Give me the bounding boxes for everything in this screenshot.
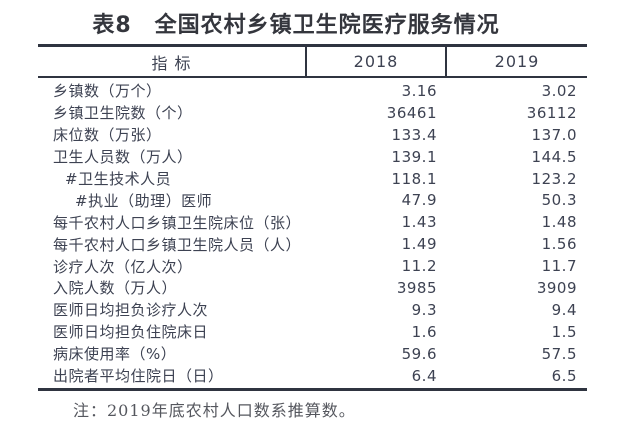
table-row: 每千农村人口乡镇卫生院床位（张） 1.43 1.48 bbox=[38, 211, 587, 233]
row-value-2018: 11.2 bbox=[401, 257, 437, 276]
row-value-2019: 6.5 bbox=[551, 366, 577, 385]
row-value-2018: 36461 bbox=[386, 103, 437, 122]
table-header-row: 指 标 2018 2019 bbox=[38, 44, 587, 78]
table-footnote: 注：2019年底农村人口数系推算数。 bbox=[73, 401, 356, 420]
column-header-2019: 2019 bbox=[445, 47, 587, 76]
row-value-2019: 1.5 bbox=[551, 322, 577, 341]
row-indicator-label: 医师日均担负住院床日 bbox=[53, 323, 209, 342]
table-row: 床位数（万张） 133.4 137.0 bbox=[38, 124, 587, 146]
row-indicator-label: 乡镇数（万个） bbox=[53, 82, 162, 101]
row-value-2018: 1.49 bbox=[401, 235, 437, 254]
table-row: 乡镇卫生院数（个） 36461 36112 bbox=[38, 102, 587, 124]
table-row: #卫生技术人员 118.1 123.2 bbox=[38, 168, 587, 190]
row-value-2019: 123.2 bbox=[531, 169, 577, 188]
row-value-2018: 139.1 bbox=[391, 147, 437, 166]
row-indicator-label: #卫生技术人员 bbox=[65, 170, 172, 188]
row-value-2018: 6.4 bbox=[411, 366, 437, 385]
statistics-table: 指 标 2018 2019 乡镇数（万个） 3.16 3.02 乡镇卫生院数（个） 36… bbox=[38, 44, 587, 392]
row-indicator-label: 床位数（万张） bbox=[53, 126, 162, 145]
row-indicator-label: 入院人数（万人） bbox=[53, 279, 178, 298]
row-value-2018: 1.6 bbox=[411, 322, 437, 341]
row-indicator-label: 乡镇卫生院数（个） bbox=[53, 104, 193, 123]
table-row: 医师日均担负住院床日 1.6 1.5 bbox=[38, 321, 587, 343]
table-body: 乡镇数（万个） 3.16 3.02 乡镇卫生院数（个） 36461 36112 床位数（万张… bbox=[38, 78, 587, 392]
row-value-2019: 144.5 bbox=[531, 147, 577, 166]
table-row: 每千农村人口乡镇卫生院人员（人） 1.49 1.56 bbox=[38, 233, 587, 255]
row-indicator-label: 病床使用率（%） bbox=[53, 345, 177, 364]
row-value-2019: 36112 bbox=[526, 103, 577, 122]
row-value-2018: 9.3 bbox=[411, 300, 437, 319]
row-value-2019: 57.5 bbox=[541, 344, 577, 363]
table-row: 乡镇数（万个） 3.16 3.02 bbox=[38, 80, 587, 102]
column-header-2018: 2018 bbox=[305, 47, 445, 76]
row-value-2019: 3.02 bbox=[541, 81, 577, 100]
row-value-2018: 47.9 bbox=[401, 191, 437, 210]
table-row: 诊疗人次（亿人次） 11.2 11.7 bbox=[38, 255, 587, 277]
table-row: #执业（助理）医师 47.9 50.3 bbox=[38, 189, 587, 211]
row-indicator-label: 每千农村人口乡镇卫生院床位（张） bbox=[53, 213, 302, 232]
row-indicator-label: 每千农村人口乡镇卫生院人员（人） bbox=[53, 235, 302, 254]
row-value-2019: 1.48 bbox=[541, 213, 577, 232]
row-indicator-label: 医师日均担负诊疗人次 bbox=[53, 301, 209, 320]
table-title: 表8 全国农村乡镇卫生院医疗服务情况 bbox=[92, 13, 500, 38]
row-value-2018: 3985 bbox=[396, 278, 437, 297]
row-value-2019: 11.7 bbox=[541, 257, 577, 276]
row-value-2018: 3.16 bbox=[401, 81, 437, 100]
row-value-2018: 118.1 bbox=[391, 169, 437, 188]
row-indicator-label: 出院者平均住院日（日） bbox=[53, 367, 224, 386]
row-indicator-label: 卫生人员数（万人） bbox=[53, 148, 193, 167]
table-row: 卫生人员数（万人） 139.1 144.5 bbox=[38, 146, 587, 168]
row-value-2019: 50.3 bbox=[541, 191, 577, 210]
row-value-2018: 133.4 bbox=[391, 125, 437, 144]
row-indicator-label: #执业（助理）医师 bbox=[75, 191, 213, 210]
row-value-2018: 1.43 bbox=[401, 213, 437, 232]
column-header-indicator: 指 标 bbox=[151, 53, 192, 73]
row-value-2019: 1.56 bbox=[541, 235, 577, 254]
row-indicator-label: 诊疗人次（亿人次） bbox=[53, 257, 193, 276]
table-row: 入院人数（万人） 3985 3909 bbox=[38, 277, 587, 299]
row-value-2019: 3909 bbox=[536, 278, 577, 297]
row-value-2019: 137.0 bbox=[531, 125, 577, 144]
row-value-2018: 59.6 bbox=[401, 344, 437, 363]
table-row: 病床使用率（%） 59.6 57.5 bbox=[38, 343, 587, 365]
row-value-2019: 9.4 bbox=[551, 300, 577, 319]
table-row: 出院者平均住院日（日） 6.4 6.5 bbox=[38, 365, 587, 387]
table-row: 医师日均担负诊疗人次 9.3 9.4 bbox=[38, 299, 587, 321]
